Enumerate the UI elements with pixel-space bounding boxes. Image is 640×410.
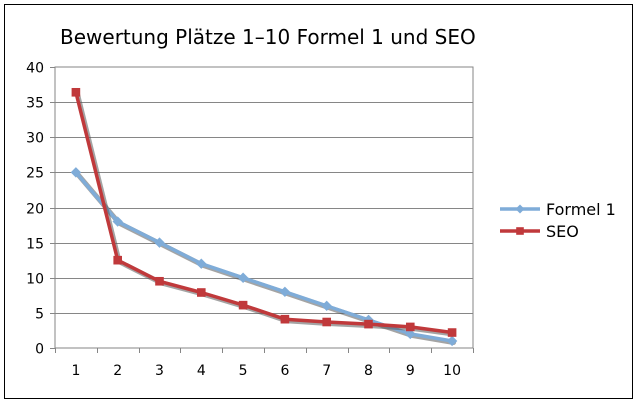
x-tick-label: 1 [71,363,80,379]
y-tick-label: 15 [26,237,44,253]
data-point [196,258,207,269]
plot-area [54,66,474,349]
legend-label: Formel 1 [546,200,616,219]
y-tick-label: 20 [26,202,44,218]
data-point [238,300,248,310]
data-point [322,317,331,327]
data-point [321,300,332,312]
y-tick-label: 0 [35,342,44,358]
data-point [279,286,291,298]
data-point [447,328,457,337]
data-point [364,319,373,329]
axes: 0 5 10 15 20 25 30 35 40 1 2 3 4 5 6 7 8 9 10 [26,61,474,379]
data-point [237,272,249,283]
series-layer [70,87,458,347]
y-tick-label: 10 [26,272,44,288]
y-tick-label: 35 [26,96,44,112]
data-point [113,255,123,265]
series-line [74,90,454,335]
legend-marker [515,204,525,214]
data-point [405,328,416,340]
data-point [112,216,123,227]
data-point [446,335,458,347]
series-seo [71,87,457,337]
gridlines [54,66,474,349]
x-tick-label: 5 [239,363,248,379]
y-tick-label: 30 [26,131,44,147]
data-point [406,322,415,332]
legend: Formel 1 SEO [500,200,616,241]
data-point [71,87,81,97]
legend-item: Formel 1 [500,200,616,219]
y-tick-label: 25 [26,166,44,182]
chart-title: Bewertung Plätze 1–10 Formel 1 und SEO [60,25,476,49]
data-point [70,167,82,178]
legend-marker [516,227,524,235]
data-point [280,314,290,324]
y-tick-label: 5 [35,307,44,323]
y-tick-label: 40 [26,61,44,77]
data-point [155,276,164,286]
x-tick-label: 2 [113,363,122,379]
legend-label: SEO [546,222,579,241]
x-tick-label: 6 [280,363,289,379]
x-tick-label: 3 [155,363,164,379]
data-point [197,288,206,297]
x-tick-label: 10 [443,363,461,379]
legend-item: SEO [500,222,579,241]
data-point [154,237,165,248]
x-tick-label: 4 [197,363,206,379]
x-tick-label: 8 [364,363,373,379]
x-tick-label: 7 [322,363,331,379]
x-tick-label: 9 [406,363,415,379]
